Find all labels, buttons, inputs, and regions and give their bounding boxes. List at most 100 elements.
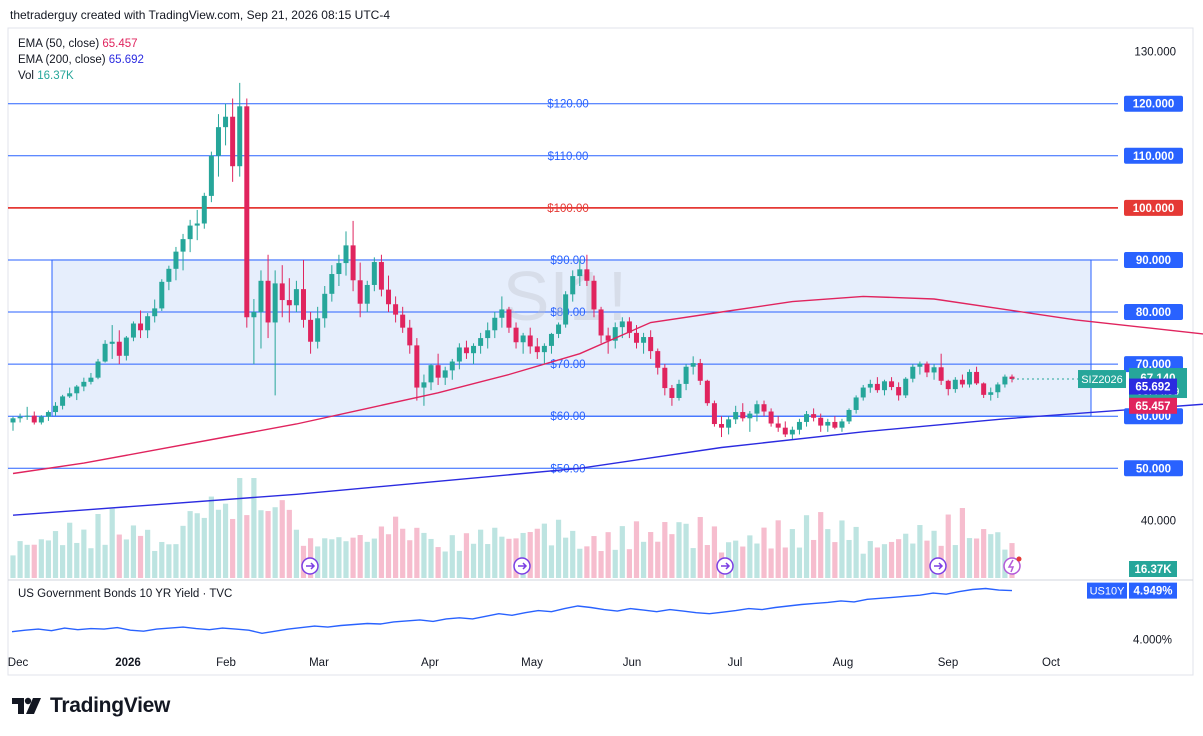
- candle-body: [180, 239, 186, 252]
- volume-bar: [24, 544, 30, 578]
- volume-bar: [633, 521, 640, 578]
- volume-bar: [612, 549, 618, 578]
- volume-bar: [541, 523, 547, 578]
- volume-bar: [796, 547, 803, 578]
- candle-body: [513, 327, 519, 343]
- volume-bar: [244, 515, 250, 578]
- x-axis-tick: 2026: [115, 657, 141, 669]
- price-level-tag-text: 50.000: [1136, 463, 1171, 475]
- volume-bar: [747, 535, 753, 578]
- tradingview-logo[interactable]: TradingView: [12, 694, 170, 718]
- legend-ema200[interactable]: EMA (200, close) 65.692: [18, 52, 144, 68]
- candle-body: [747, 413, 753, 419]
- candle-body: [378, 262, 384, 290]
- candle-body: [300, 289, 306, 320]
- candle-body: [251, 312, 257, 318]
- volume-bar: [697, 517, 703, 578]
- volume-bar: [378, 526, 385, 578]
- y-axis-tick: 40.000: [1141, 515, 1176, 527]
- volume-bar: [215, 509, 222, 578]
- candle-body: [308, 319, 314, 342]
- price-level-label: $60.00: [550, 411, 585, 423]
- volume-bar: [548, 545, 555, 578]
- chart-canvas[interactable]: $120.00$110.00$100.00$90.00$80.00$70.00$…: [0, 0, 1203, 680]
- candle-body: [421, 382, 427, 388]
- yield-pane-title[interactable]: US Government Bonds 10 YR Yield · TVC: [18, 588, 233, 600]
- volume-bar: [499, 536, 505, 578]
- yield-value-text: 4.949%: [1133, 586, 1172, 598]
- volume-bar: [711, 526, 718, 578]
- candle-body: [683, 366, 689, 384]
- legend-volume[interactable]: Vol 16.37K: [18, 68, 144, 84]
- candle-body: [959, 379, 965, 385]
- volume-bar: [910, 543, 916, 578]
- volume-bar: [357, 535, 363, 578]
- symbol-tag-text: SIZ2026: [1081, 374, 1123, 386]
- volume-bar: [194, 513, 200, 578]
- x-axis-tick: Dec: [8, 657, 29, 669]
- candle-body: [449, 361, 455, 371]
- volume-bar: [924, 540, 930, 578]
- volume-bar: [400, 528, 406, 578]
- volume-bar: [690, 548, 696, 578]
- candle-body: [350, 245, 356, 281]
- x-axis-tick: Feb: [216, 657, 236, 669]
- volume-bar: [428, 538, 434, 578]
- volume-bar: [180, 525, 186, 578]
- candle-body: [910, 366, 916, 379]
- volume-bar: [570, 530, 576, 578]
- candle-body: [286, 300, 292, 306]
- volume-bar: [626, 549, 633, 578]
- candle-body: [215, 127, 221, 156]
- notification-dot: [1016, 556, 1022, 562]
- candle-body: [1009, 376, 1015, 380]
- candle-body: [541, 345, 547, 353]
- tradingview-logo-icon: [12, 697, 41, 714]
- candle-body: [874, 383, 880, 391]
- volume-bar: [683, 523, 689, 578]
- price-level-tag-text: 110.000: [1133, 151, 1174, 163]
- candle-body: [364, 284, 370, 304]
- candle-body: [159, 281, 165, 309]
- candle-body: [839, 421, 845, 428]
- candle-body: [626, 321, 632, 333]
- volume-bar: [38, 539, 44, 578]
- legend-ema50[interactable]: EMA (50, close) 65.457: [18, 36, 144, 52]
- candle-body: [811, 414, 817, 418]
- volume-bar: [584, 546, 590, 578]
- candle-body: [945, 380, 951, 390]
- volume-bar: [385, 534, 392, 578]
- volume-bar: [343, 541, 349, 578]
- volume-bar: [456, 550, 462, 578]
- candle-body: [796, 421, 802, 430]
- candle-body: [152, 308, 158, 317]
- volume-bar: [187, 511, 193, 578]
- legend-volume-value: 16.37K: [37, 70, 74, 82]
- candle-body: [563, 294, 569, 325]
- volume-bar: [534, 528, 540, 578]
- tradingview-logo-text: TradingView: [50, 694, 171, 717]
- volume-bar: [988, 534, 994, 578]
- volume-bar: [421, 532, 427, 578]
- candle-body: [506, 309, 512, 328]
- volume-bar: [811, 539, 817, 578]
- candle-body: [343, 245, 349, 264]
- volume-bar: [463, 533, 470, 578]
- candle-body: [548, 333, 554, 346]
- candle-body: [619, 321, 625, 328]
- volume-bar: [676, 522, 682, 578]
- ema200-tag-text: 65.692: [1135, 382, 1170, 394]
- volume-tag: [1129, 561, 1177, 577]
- volume-bar: [414, 527, 420, 578]
- candle-body: [435, 365, 441, 378]
- volume-bar: [492, 527, 498, 578]
- candle-body: [1002, 376, 1008, 385]
- ema50-line: [12, 295, 1203, 475]
- candle-body: [995, 384, 1001, 393]
- price-level-tag: [1124, 147, 1183, 164]
- volume-bar: [527, 532, 533, 578]
- candle-body: [329, 274, 335, 294]
- price-level-tag-text: 60.000: [1136, 411, 1171, 423]
- volume-bar: [45, 540, 52, 578]
- volume-bar: [251, 478, 257, 578]
